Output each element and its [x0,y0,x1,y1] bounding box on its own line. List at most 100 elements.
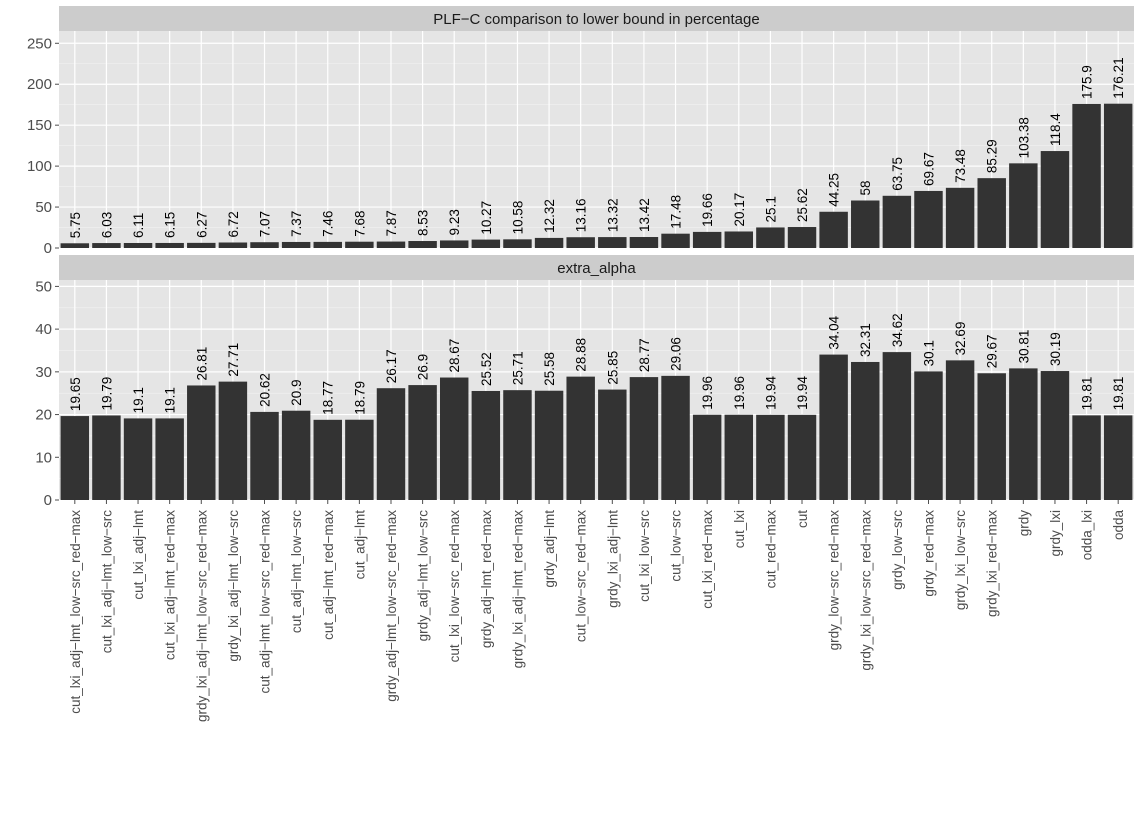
bar-value-label: 13.42 [637,198,652,232]
bar-value-label: 25.1 [763,196,778,222]
bar [92,415,121,500]
bar-value-label: 34.04 [827,315,842,349]
bar-value-label: 19.79 [99,377,114,411]
x-tick-label: cut_low−src_red−max [574,510,589,642]
bar-value-label: 7.46 [321,211,336,237]
x-tick-label: grdy_lxi_adj−lmt_red−max [510,510,525,669]
bar-value-label: 19.81 [1080,377,1095,411]
bar [281,241,311,248]
bar [1040,151,1070,248]
facet-title-1: PLF−C comparison to lower bound in perce… [433,11,759,28]
bar [250,411,279,500]
bar-value-label: 19.1 [163,387,178,413]
bar [945,187,975,248]
bar-value-label: 118.4 [1048,113,1063,146]
bar-value-label: 20.62 [258,373,273,407]
facet-panel-1: PLF−C comparison to lower bound in perce… [27,6,1134,257]
bar-value-label: 7.37 [289,211,304,237]
bar-value-label: 30.81 [1016,330,1031,364]
bar [819,211,848,248]
bar [787,414,817,500]
bar [155,242,184,248]
bar-value-label: 13.32 [605,198,620,232]
x-tick-label: grdy_adj−lmt_low−src [416,510,431,642]
x-tick-label: grdy_low−src_red−max [827,510,842,651]
y-tick-label: 50 [35,199,52,216]
bar-value-label: 25.71 [510,351,525,385]
x-tick-label: grdy_low−src [890,510,905,590]
y-tick-label: 200 [27,76,52,93]
bar-value-label: 7.07 [258,211,273,237]
bar-value-label: 19.1 [131,387,146,413]
bar [1009,368,1038,500]
bar [534,390,564,500]
bar [376,241,406,248]
x-tick-label: cut_lxi_red−max [700,510,715,609]
bar [187,385,216,500]
bar [250,242,279,248]
bar [534,237,564,248]
bar-value-label: 5.75 [68,212,83,238]
bar [598,389,627,500]
bar [408,385,437,500]
bar [629,377,659,500]
y-tick-label: 250 [27,35,52,52]
x-tick-label: grdy_red−max [921,510,936,597]
x-tick-label: cut_adj−lmt_low−src_red−max [258,510,273,694]
bar-value-label: 20.17 [732,193,747,227]
x-tick-label: odda [1111,510,1126,541]
y-tick-label: 10 [35,449,52,466]
bar-value-label: 7.68 [352,210,367,236]
bar [598,237,627,248]
facet-title-2: extra_alpha [557,260,636,277]
bar [629,237,659,248]
bar-value-label: 32.69 [953,322,968,356]
x-tick-label: cut_adj−lmt_red−max [321,510,336,640]
bar [661,233,690,248]
bar-value-label: 19.81 [1111,377,1126,411]
bar [819,354,848,500]
bar-value-label: 25.58 [542,352,557,386]
bar-value-label: 6.03 [99,212,114,238]
bar-value-label: 25.62 [795,188,810,222]
bar [345,419,374,500]
x-tick-label: cut_lxi_adj−lmt_red−max [163,510,178,660]
bar-value-label: 25.52 [479,352,494,386]
x-tick-label: cut_lxi_adj−lmt [131,510,146,600]
bar [471,239,501,248]
bar-value-label: 6.11 [131,213,146,238]
bar-value-label: 26.17 [384,349,399,383]
x-tick-label: grdy_lxi_red−max [985,510,1000,617]
bar-value-label: 28.77 [637,338,652,372]
bar [155,418,184,500]
bar [60,243,90,248]
bar [914,190,943,248]
bar [724,414,754,500]
x-tick-label: cut_low−src [669,510,684,582]
bar [851,361,880,500]
x-tick-label: grdy_lxi_adj−lmt_low−src [226,510,241,662]
x-tick-label: cut_lxi_low−src_red−max [447,510,462,663]
bar-value-label: 20.9 [289,379,304,405]
x-tick-label: cut_red−max [763,510,778,589]
bar-value-label: 6.15 [163,212,178,238]
bar [692,231,722,248]
bar [977,178,1006,248]
bar-value-label: 7.87 [384,210,399,236]
bar [566,237,595,248]
x-tick-label: grdy_lxi_adj−lmt_low−src_red−max [194,510,209,722]
bar-value-label: 6.72 [226,211,241,237]
bar-value-label: 28.67 [447,339,462,373]
bar [218,242,248,248]
x-tick-label: cut_adj−lmt [352,510,367,580]
bar-value-label: 26.9 [416,354,431,380]
bar [439,240,469,248]
bar [408,241,437,248]
x-tick-label: grdy_adj−lmt [542,510,557,588]
bar [1040,371,1070,500]
bar [787,227,817,248]
y-tick-label: 0 [44,240,52,257]
bar [281,410,311,500]
bar-value-label: 10.27 [479,201,494,235]
